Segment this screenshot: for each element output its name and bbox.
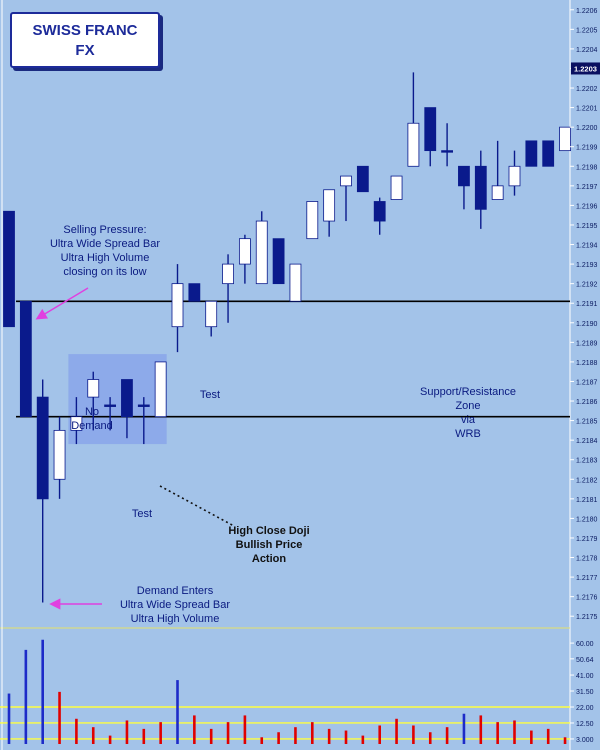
chart-title-box: SWISS FRANC FX <box>10 12 160 68</box>
price-tick-label: 1.2176 <box>576 595 598 602</box>
volume-tick-label: 60.00 <box>576 641 594 648</box>
price-tick-label: 1.2192 <box>576 282 598 289</box>
candle-bull <box>87 379 100 398</box>
price-tick-label: 1.2185 <box>576 419 598 426</box>
chart-title-line2: FX <box>75 42 95 59</box>
no-demand-annotation: No Demand <box>71 406 113 432</box>
candle-bull <box>255 220 268 285</box>
test-upper-annotation: Test <box>199 389 221 401</box>
chart-title-line1: SWISS FRANC <box>32 22 138 39</box>
candle-bear <box>424 107 437 152</box>
candle-bear <box>356 165 369 193</box>
price-tick-label: 1.2191 <box>576 301 598 308</box>
candle-bull <box>70 416 83 431</box>
price-tick-label: 1.2184 <box>576 438 598 445</box>
price-tick-label: 1.2197 <box>576 184 598 191</box>
candle-bear <box>188 283 201 302</box>
price-tick-label: 1.2188 <box>576 360 598 367</box>
no-demand-zone <box>68 354 167 445</box>
price-tick-label: 1.2177 <box>576 575 598 582</box>
price-tick-label: 1.2199 <box>576 145 598 152</box>
price-tick-label: 1.2183 <box>576 458 598 465</box>
price-tick-label: 1.2195 <box>576 223 598 230</box>
candle-bull <box>171 283 184 328</box>
candle-bear <box>36 396 49 500</box>
price-tick-label: 1.2179 <box>576 536 598 543</box>
candle-bull <box>323 189 336 222</box>
price-tick-label: 1.2186 <box>576 399 598 406</box>
price-tick-label: 1.2181 <box>576 497 598 504</box>
price-tick-label: 1.2187 <box>576 379 598 386</box>
price-tick-label: 1.2205 <box>576 27 598 34</box>
current-price-tag <box>571 62 600 75</box>
test-lower-annotation: Test <box>131 508 153 520</box>
volume-tick-label: 41.00 <box>576 673 594 680</box>
price-tick-label: 1.2193 <box>576 262 598 269</box>
candle-bull <box>407 122 420 167</box>
price-tick-label: 1.2198 <box>576 164 598 171</box>
price-tick-label: 1.2194 <box>576 243 598 250</box>
candle-bear <box>458 165 470 187</box>
candle-bull <box>559 126 571 152</box>
demand-enters-annotation: Demand Enters Ultra Wide Spread Bar Ultr… <box>119 585 231 625</box>
candle-bear <box>474 165 487 210</box>
volume-tick-label: 22.00 <box>576 705 594 712</box>
candle-bull <box>306 201 319 240</box>
selling-pressure-arrow <box>35 287 89 320</box>
price-tick-label: 1.2201 <box>576 106 598 113</box>
volume-tick-label: 12.50 <box>576 721 594 728</box>
high-close-doji-annotation: High Close Doji Bullish Price Action <box>228 525 310 565</box>
candle-bull <box>154 361 167 418</box>
volume-tick-label: 50.64 <box>576 657 594 664</box>
candle-bear <box>19 300 32 418</box>
price-tick-label: 1.2206 <box>576 8 598 15</box>
current-price-label: 1.2203 <box>574 64 597 73</box>
candle-bull <box>340 175 352 187</box>
candle-bear <box>3 210 15 328</box>
price-tick-label: 1.2178 <box>576 556 598 563</box>
candle-bull <box>53 429 66 480</box>
price-tick-label: 1.2196 <box>576 203 598 210</box>
support-resistance-annotation: Support/Resistance Zone via WRB <box>420 386 516 440</box>
doji-dotted-pointer <box>159 485 235 527</box>
selling-pressure-annotation: Selling Pressure: Ultra Wide Spread Bar … <box>49 224 161 278</box>
candle-bull <box>491 185 504 200</box>
volume-tick-label: 31.50 <box>576 689 594 696</box>
candle-bear <box>104 404 116 407</box>
candle-bull <box>222 263 234 285</box>
volume-tick-label: 3.000 <box>576 737 594 744</box>
candle-bull <box>390 175 403 200</box>
price-tick-label: 1.2200 <box>576 125 598 132</box>
candle-bear <box>121 379 133 418</box>
price-tick-label: 1.2202 <box>576 86 598 93</box>
price-tick-label: 1.2180 <box>576 516 598 523</box>
price-tick-label: 1.2182 <box>576 477 598 484</box>
candle-bear <box>272 238 285 285</box>
candle-bear <box>441 150 454 153</box>
price-tick-label: 1.2204 <box>576 47 598 54</box>
candle-bear <box>525 140 538 167</box>
candle-bull <box>289 263 302 302</box>
candle-bear <box>373 201 386 222</box>
candle-bear <box>137 404 150 407</box>
price-tick-label: 1.2175 <box>576 614 598 621</box>
price-tick-label: 1.2189 <box>576 340 598 347</box>
candle-bull <box>205 300 218 328</box>
price-tick-label: 1.2190 <box>576 321 598 328</box>
candle-bull <box>508 165 521 187</box>
candle-bear <box>542 140 555 167</box>
candle-bull <box>238 238 251 265</box>
